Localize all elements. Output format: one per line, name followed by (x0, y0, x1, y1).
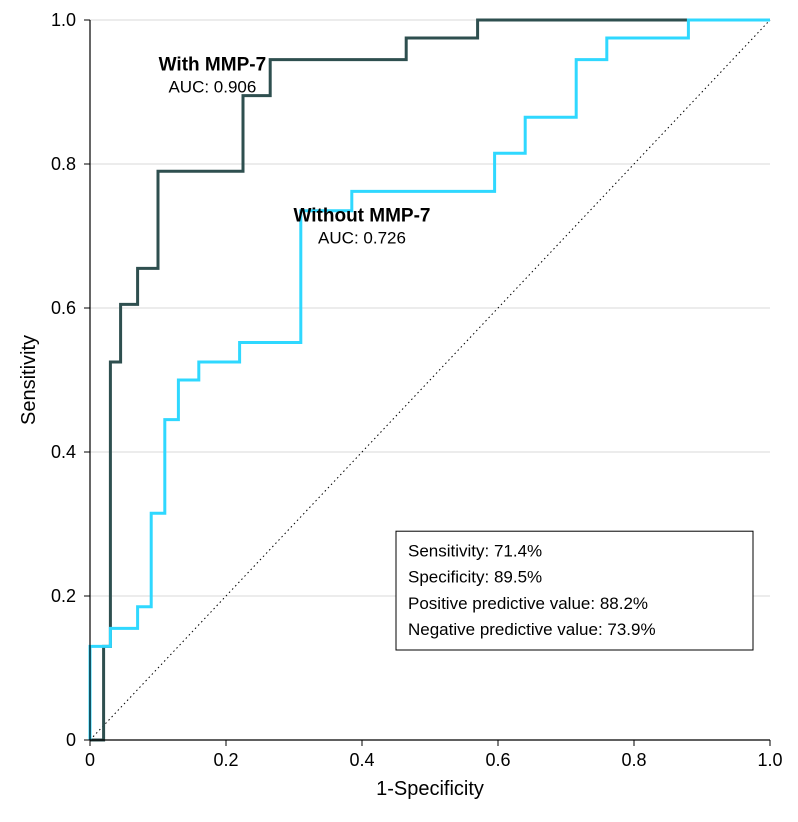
x-tick-label: 1.0 (757, 750, 782, 770)
roc-chart: 00 0.2 0.2 0.4 0.4 0.6 0.6 0.8 0.8 1.0 1.0 1-Specif… (0, 0, 798, 822)
stats-line: Sensitivity: 71.4% (408, 542, 542, 561)
x-tick-label: 0.8 (621, 750, 646, 770)
y-tick-label: 0.8 (51, 154, 76, 174)
y-axis-label: Sensitivity (18, 335, 40, 425)
stats-line: Positive predictive value: 88.2% (408, 594, 648, 613)
stats-line: Negative predictive value: 73.9% (408, 620, 656, 639)
y-tick-label: 0.2 (51, 586, 76, 606)
series-label-title: Without MMP-7 (293, 206, 430, 227)
y-tick-label: 1.0 (51, 10, 76, 30)
x-tick-label: 0.2 (213, 750, 238, 770)
stats-line: Specificity: 89.5% (408, 568, 542, 587)
series-label-auc: AUC: 0.726 (318, 229, 406, 248)
series-label-title: With MMP-7 (159, 54, 266, 75)
y-tick-label: 0 (66, 730, 76, 750)
series-label-auc: AUC: 0.906 (168, 77, 256, 96)
y-tick-label: 0.6 (51, 298, 76, 318)
x-tick-label: 0 (85, 750, 95, 770)
x-tick-label: 0.4 (349, 750, 374, 770)
y-tick-label: 0.4 (51, 442, 76, 462)
x-tick-label: 0.6 (485, 750, 510, 770)
roc-svg: 00 0.2 0.2 0.4 0.4 0.6 0.6 0.8 0.8 1.0 1.0 1-Specif… (0, 0, 798, 822)
x-axis-label: 1-Specificity (376, 778, 484, 800)
